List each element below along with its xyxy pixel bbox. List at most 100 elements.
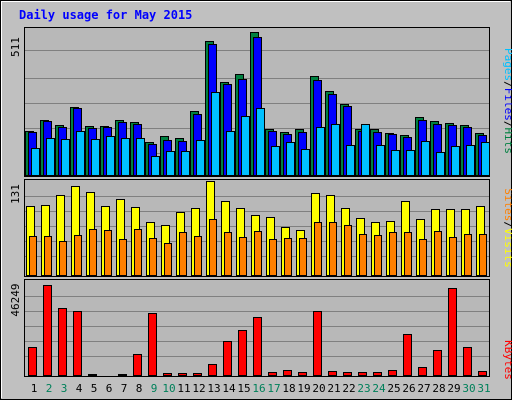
- kbytes-bar-kbytes-day-1: [28, 347, 37, 376]
- hits-bar-pages-day-18: [286, 142, 295, 176]
- x-tick-label-day-20: 20: [312, 382, 325, 395]
- legend-kbytes: KBytes: [502, 340, 512, 380]
- hits-bar-pages-day-19: [301, 149, 310, 176]
- hits-bar-pages-day-5: [91, 139, 100, 176]
- kbytes-bar-kbytes-day-18: [283, 370, 292, 376]
- hits-bar-pages-day-4: [76, 131, 85, 176]
- legend-files: Files: [502, 88, 512, 121]
- visits-bar-sites-day-13: [209, 219, 217, 276]
- x-tick-label-day-25: 25: [387, 382, 400, 395]
- visits-bar-sites-day-6: [104, 230, 112, 276]
- kbytes-bar-kbytes-day-29: [448, 288, 457, 376]
- x-tick-label-day-23: 23: [357, 382, 370, 395]
- visits-bar-sites-day-9: [149, 238, 157, 276]
- kbytes-bar-kbytes-day-3: [58, 308, 67, 376]
- kbytes-bar-kbytes-day-9: [148, 313, 157, 376]
- legend-visits: Visits: [502, 228, 512, 268]
- x-tick-label-day-19: 19: [297, 382, 310, 395]
- kbytes-bar-kbytes-day-25: [388, 370, 397, 376]
- hits-bar-pages-day-25: [391, 150, 400, 176]
- svg-text:Pages/Files/Hits: Pages/Files/Hits: [502, 48, 512, 154]
- visits-bar-sites-day-16: [254, 231, 262, 276]
- visits-bar-sites-day-23: [359, 234, 367, 276]
- x-tick-label-day-17: 17: [267, 382, 280, 395]
- visits-bar-sites-day-31: [479, 234, 487, 276]
- legend-pages: Pages: [502, 48, 512, 81]
- kbytes-bar-kbytes-day-2: [43, 285, 52, 376]
- hits-bar-pages-day-31: [481, 142, 490, 176]
- kbytes-bar-kbytes-day-23: [358, 372, 367, 376]
- visits-bar-sites-day-10: [164, 243, 172, 276]
- visits-bar-sites-day-28: [434, 231, 442, 276]
- kbytes-bar-kbytes-day-27: [418, 367, 427, 376]
- hits-bar-pages-day-30: [466, 145, 475, 176]
- x-tick-label-day-15: 15: [237, 382, 250, 395]
- hits-bar-pages-day-9: [151, 156, 160, 176]
- x-tick-label-day-31: 31: [477, 382, 490, 395]
- visits-bar-sites-day-5: [89, 229, 97, 276]
- hits-bar-pages-day-10: [166, 151, 175, 176]
- visits-bar-sites-day-26: [404, 232, 412, 276]
- visits-bar-sites-day-22: [344, 225, 352, 276]
- x-tick-label-day-22: 22: [342, 382, 355, 395]
- x-tick-label-day-27: 27: [417, 382, 430, 395]
- hits-bar-pages-day-22: [346, 145, 355, 176]
- x-tick-label-day-4: 4: [76, 382, 83, 395]
- hits-bar-pages-day-12: [196, 140, 205, 176]
- x-tick-label-day-10: 10: [162, 382, 175, 395]
- x-tick-label-day-30: 30: [462, 382, 475, 395]
- visits-bar-sites-day-29: [449, 237, 457, 276]
- visits-bar-sites-day-12: [194, 236, 202, 276]
- hits-bar-pages-day-1: [31, 148, 40, 176]
- hits-bar-pages-day-3: [61, 139, 70, 176]
- hits-bar-pages-day-26: [406, 150, 415, 176]
- hits-bar-pages-day-27: [421, 141, 430, 176]
- kbytes-bar-kbytes-day-19: [298, 372, 307, 376]
- legend-hits: Hits: [502, 128, 512, 155]
- kbytes-bar-kbytes-day-22: [343, 372, 352, 376]
- hits-bar-pages-day-28: [436, 152, 445, 176]
- x-tick-label-day-5: 5: [91, 382, 98, 395]
- kbytes-bar-kbytes-day-11: [178, 373, 187, 376]
- visits-bar-sites-day-21: [329, 222, 337, 276]
- x-tick-label-day-11: 11: [177, 382, 190, 395]
- x-tick-label-day-9: 9: [151, 382, 158, 395]
- hits-bar-pages-day-20: [316, 127, 325, 176]
- kbytes-bar-kbytes-day-24: [373, 372, 382, 376]
- visits-bar-sites-day-8: [134, 229, 142, 276]
- hits-bar-pages-day-14: [226, 131, 235, 176]
- hits-bar-pages-day-23: [361, 124, 370, 176]
- kbytes-bar-kbytes-day-8: [133, 354, 142, 376]
- kbytes-bar-kbytes-day-14: [223, 341, 232, 376]
- visits-bar-sites-day-27: [419, 239, 427, 276]
- x-tick-label-day-3: 3: [61, 382, 68, 395]
- visits-bar-sites-day-3: [59, 241, 67, 276]
- svg-text:Sites/Visits: Sites/Visits: [502, 188, 512, 268]
- hits-bar-pages-day-11: [181, 151, 190, 176]
- hits-bar-pages-day-16: [256, 108, 265, 176]
- hits-bar-pages-day-8: [136, 138, 145, 176]
- x-tick-label-day-1: 1: [31, 382, 38, 395]
- visits-bar-sites-day-19: [299, 238, 307, 276]
- x-tick-label-day-29: 29: [447, 382, 460, 395]
- visits-bar-sites-day-7: [119, 239, 127, 276]
- kbytes-bar-kbytes-day-15: [238, 330, 247, 376]
- kbytes-bar-kbytes-day-31: [478, 371, 487, 376]
- x-tick-label-day-24: 24: [372, 382, 386, 395]
- hits-bar-pages-day-2: [46, 138, 55, 176]
- kbytes-max-label: 46249: [9, 283, 22, 316]
- kbytes-bar-kbytes-day-20: [313, 311, 322, 376]
- hits-bar-pages-day-17: [271, 146, 280, 176]
- x-tick-label-day-13: 13: [207, 382, 220, 395]
- x-tick-label-day-16: 16: [252, 382, 265, 395]
- chart-title: Daily usage for May 2015: [19, 8, 192, 22]
- visits-bar-sites-day-15: [239, 237, 247, 276]
- hits-max-label: 511: [9, 37, 22, 57]
- visits-bar-sites-day-2: [44, 236, 52, 276]
- visits-bar-sites-day-18: [284, 238, 292, 276]
- x-tick-label-day-26: 26: [402, 382, 415, 395]
- kbytes-bar-kbytes-day-21: [328, 371, 337, 376]
- visits-bar-sites-day-24: [374, 235, 382, 276]
- svg-text:KBytes: KBytes: [502, 340, 512, 380]
